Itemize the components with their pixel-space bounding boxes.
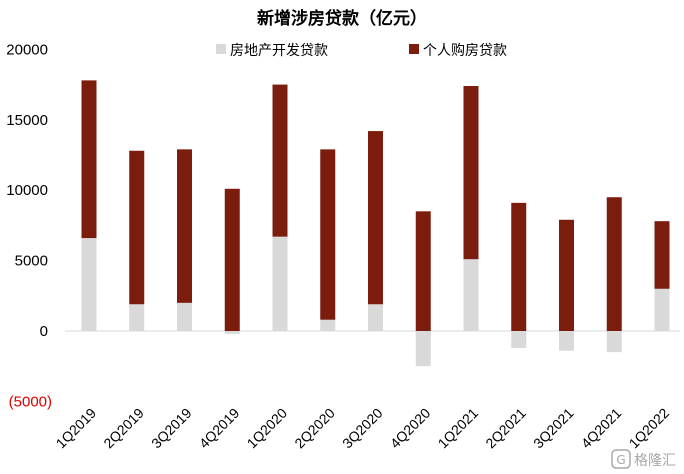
x-tick-label: 2Q2020 — [291, 405, 338, 452]
x-tick-label: 4Q2021 — [578, 405, 625, 452]
bar-dev-loans — [559, 331, 574, 351]
bar-dev-loans — [415, 331, 431, 367]
bar-dev-loans — [129, 304, 145, 331]
y-tick-label: 5000 — [15, 253, 48, 270]
bar-dev-loans — [177, 302, 192, 331]
legend-swatch-mortgage — [409, 44, 419, 54]
bar-mortgage — [129, 150, 145, 305]
x-tick-label: 3Q2019 — [148, 405, 195, 452]
bar-mortgage — [272, 84, 288, 237]
bar-dev-loans — [511, 331, 527, 348]
y-tick-label: 10000 — [6, 182, 48, 199]
bar-dev-loans — [654, 288, 670, 331]
bar-dev-loans — [224, 331, 240, 334]
bar-mortgage — [511, 202, 527, 331]
x-tick-label: 2Q2019 — [100, 405, 147, 452]
bar-dev-loans — [81, 238, 97, 331]
x-tick-label: 3Q2020 — [339, 405, 386, 452]
bar-dev-loans — [606, 331, 622, 353]
bar-mortgage — [606, 197, 622, 331]
x-tick-label: 4Q2020 — [387, 405, 434, 452]
chart-title: 新增涉房贷款（亿元） — [257, 8, 427, 29]
logo-g-letter: G — [616, 453, 625, 467]
y-axis: 20000 15000 10000 5000 0 (5000) — [6, 41, 52, 410]
bar-mortgage — [320, 149, 336, 320]
x-tick-label: 1Q2019 — [53, 405, 100, 452]
y-tick-label: (5000) — [9, 393, 52, 410]
bar-mortgage — [654, 221, 670, 289]
x-tick-label: 3Q2021 — [530, 405, 577, 452]
watermark-text: 格隆汇 — [634, 453, 676, 469]
x-tick-label: 1Q2021 — [435, 405, 482, 452]
logo-g-icon — [611, 449, 631, 469]
bars — [81, 80, 670, 367]
y-tick-label: 0 — [40, 323, 48, 340]
bar-dev-loans — [368, 304, 383, 331]
y-tick-label: 20000 — [6, 41, 48, 58]
bar-mortgage — [368, 131, 383, 305]
bar-mortgage — [81, 80, 97, 239]
bar-mortgage — [415, 211, 431, 331]
legend-label-dev-loans: 房地产开发贷款 — [230, 43, 328, 59]
y-tick-label: 15000 — [6, 112, 48, 129]
legend-label-mortgage: 个人购房贷款 — [423, 43, 507, 59]
bar-mortgage — [559, 219, 574, 331]
x-axis: 1Q2019 2Q2019 3Q2019 4Q2019 1Q2020 2Q2020 3Q20… — [53, 405, 673, 452]
bar-dev-loans — [272, 236, 288, 331]
bar-mortgage — [224, 188, 240, 331]
x-tick-label: 2Q2021 — [482, 405, 529, 452]
bar-mortgage — [463, 86, 479, 260]
bar-mortgage — [177, 149, 192, 303]
watermark: G 格隆汇 — [611, 449, 676, 469]
bar-dev-loans — [463, 259, 479, 331]
x-tick-label: 4Q2019 — [196, 405, 243, 452]
x-tick-label: 1Q2020 — [244, 405, 291, 452]
bar-dev-loans — [320, 319, 336, 331]
x-tick-label: 1Q2022 — [626, 405, 673, 452]
legend: 房地产开发贷款 个人购房贷款 — [216, 43, 507, 59]
legend-swatch-dev-loans — [216, 44, 226, 54]
